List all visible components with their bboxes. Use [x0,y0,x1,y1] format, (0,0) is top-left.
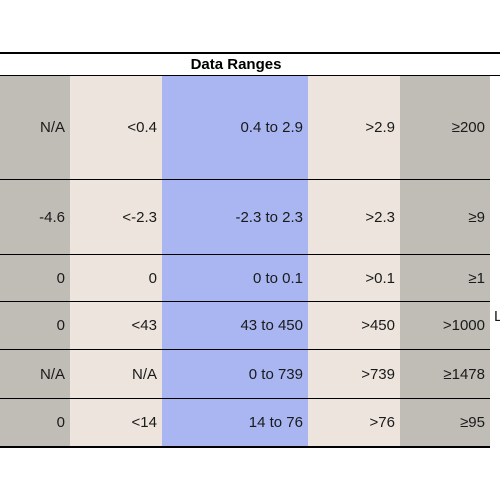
cell-col-3: 14 to 76 [162,399,308,446]
table-row: 0 <43 43 to 450 >450 >1000 L [0,302,500,350]
cell-col-5: ≥95 [400,399,490,446]
cell-col-1: 0 [0,302,70,349]
cell-col-2: N/A [70,350,162,398]
cell-col-2: <-2.3 [70,180,162,254]
cell-col-3: 43 to 450 [162,302,308,349]
table-row: 0 0 0 to 0.1 >0.1 ≥1 [0,255,490,302]
cell-col-2: <43 [70,302,162,349]
cell-col-2: 0 [70,255,162,301]
title-bar: Data Ranges [0,52,500,76]
cell-col-1: -4.6 [0,180,70,254]
table-row: -4.6 <-2.3 -2.3 to 2.3 >2.3 ≥9 [0,180,490,255]
cell-col-1: 0 [0,399,70,446]
cell-col-4: >0.1 [308,255,400,301]
table-row: 0 <14 14 to 76 >76 ≥95 [0,399,490,448]
cell-col-4: >2.9 [308,76,400,179]
cell-col-5: ≥9 [400,180,490,254]
cell-col-1: 0 [0,255,70,301]
cell-col-5: ≥1478 [400,350,490,398]
cell-col-1: N/A [0,350,70,398]
cell-col-4: >450 [308,302,400,349]
clipped-side-text: L [494,308,500,325]
table-row: N/A <0.4 0.4 to 2.9 >2.9 ≥200 [0,76,490,180]
cell-col-3: 0.4 to 2.9 [162,76,308,179]
cell-col-5: ≥1 [400,255,490,301]
cell-col-3: 0 to 739 [162,350,308,398]
cell-col-5: >1000 [400,302,490,349]
cell-col-4: >2.3 [308,180,400,254]
cell-col-2: <0.4 [70,76,162,179]
cell-col-4: >739 [308,350,400,398]
table-title: Data Ranges [190,56,282,73]
cell-col-3: -2.3 to 2.3 [162,180,308,254]
cell-col-1: N/A [0,76,70,179]
cell-col-3: 0 to 0.1 [162,255,308,301]
cell-col-2: <14 [70,399,162,446]
cell-col-4: >76 [308,399,400,446]
cell-col-5: ≥200 [400,76,490,179]
ranges-table: N/A <0.4 0.4 to 2.9 >2.9 ≥200 -4.6 <-2.3… [0,76,500,448]
table-row: N/A N/A 0 to 739 >739 ≥1478 [0,350,490,399]
